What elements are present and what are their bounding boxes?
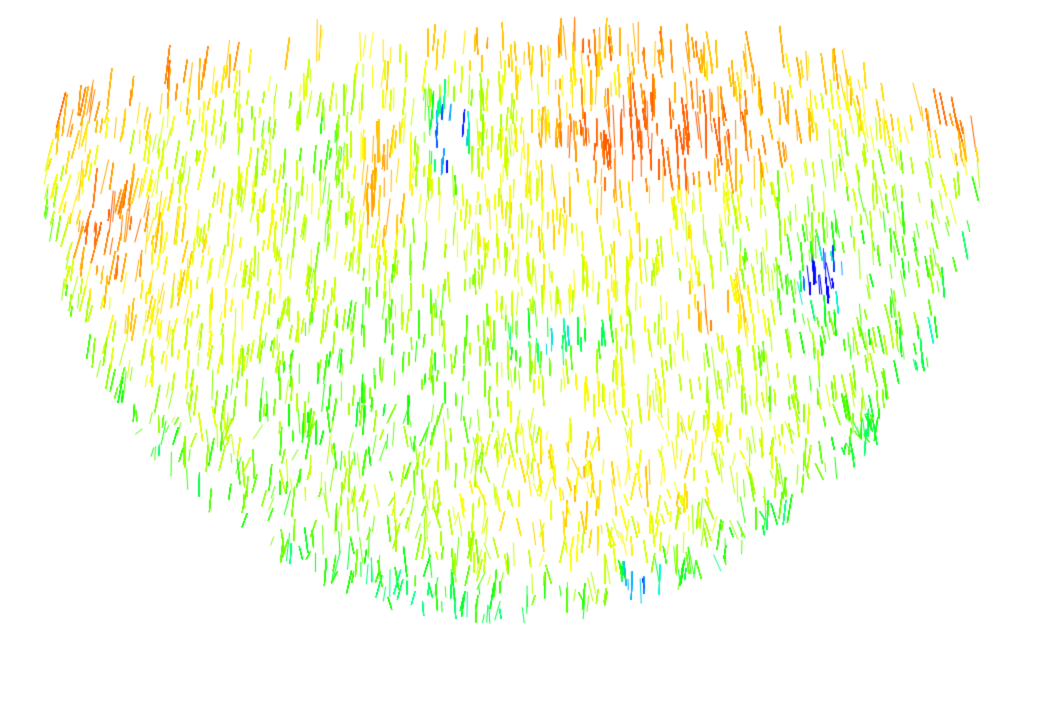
- visualization-viewport: [0, 0, 1063, 706]
- fiber-field-rendering: [0, 0, 1063, 706]
